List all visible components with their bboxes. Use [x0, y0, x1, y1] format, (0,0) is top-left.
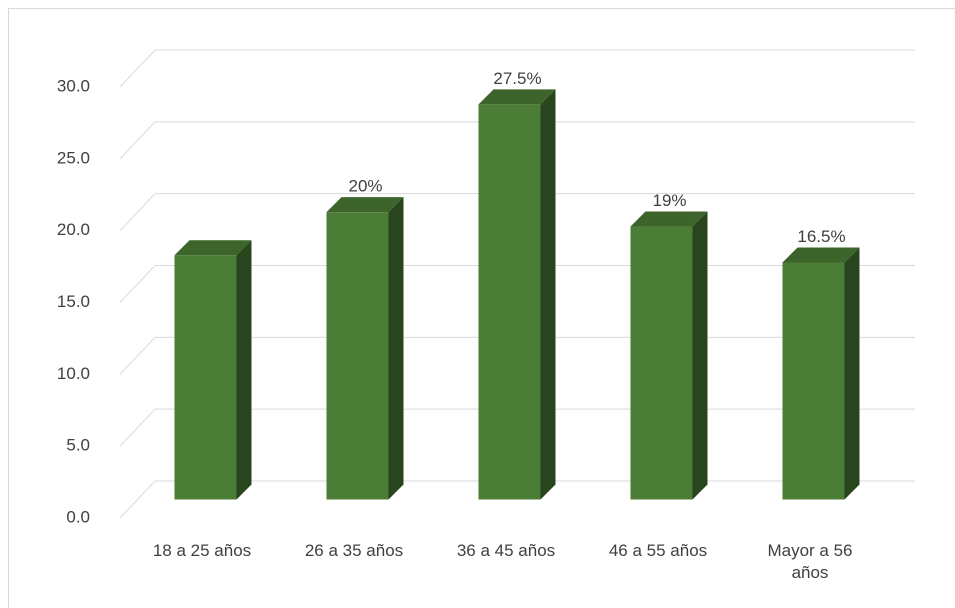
x-tick-label: 18 a 25 años [152, 541, 252, 560]
data-label: 16.5% [797, 227, 845, 246]
y-tick-label: 25.0 [57, 148, 90, 167]
x-tick-label: Mayor a 56 años [767, 541, 853, 582]
grid-line [119, 480, 156, 519]
data-label: 20% [348, 177, 382, 196]
bar [478, 104, 541, 500]
data-label: 27.5% [493, 69, 541, 88]
bar [174, 255, 237, 500]
bar-side [692, 211, 708, 500]
bar-side [540, 89, 556, 500]
chart-border [8, 8, 955, 608]
x-tick-label: 36 a 45 años [456, 541, 556, 560]
y-tick-label: 30.0 [57, 76, 90, 95]
bar-side [236, 240, 252, 500]
x-tick-label: 46 a 55 años [608, 541, 708, 560]
y-tick-label: 10.0 [57, 364, 90, 383]
bar-side [388, 197, 404, 500]
bar [326, 212, 389, 500]
bar-top [630, 211, 708, 227]
bar-side [844, 247, 860, 500]
grid-line [119, 336, 156, 375]
y-tick-label: 5.0 [66, 436, 90, 455]
bar-top [174, 240, 252, 256]
bar-top [478, 89, 556, 105]
bar-top [782, 247, 860, 263]
grid-line [119, 49, 156, 88]
y-tick-label: 20.0 [57, 220, 90, 239]
bar [630, 226, 693, 500]
bar-top [326, 197, 404, 213]
grid-line [119, 408, 156, 447]
grid-line [119, 121, 156, 160]
y-tick-label: 15.0 [57, 292, 90, 311]
data-label: 19% [652, 191, 686, 210]
grid-line [119, 193, 156, 232]
x-tick-label: 26 a 35 años [304, 541, 404, 560]
grid-line [119, 265, 156, 303]
y-tick-label: 0.0 [66, 507, 90, 526]
bar [782, 262, 845, 500]
